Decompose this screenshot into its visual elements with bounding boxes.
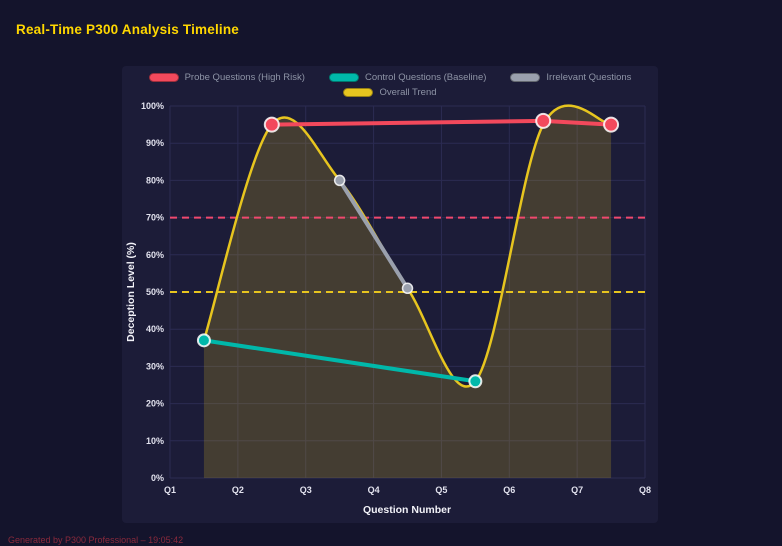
y-tick-label: 20% [146,399,164,409]
data-point[interactable] [401,282,414,295]
legend-label-probe: Probe Questions (High Risk) [184,72,305,83]
x-tick-label: Q1 [164,485,176,495]
x-tick-label: Q6 [503,485,515,495]
legend-swatch-control [328,73,359,82]
data-point[interactable] [196,333,211,348]
x-tick-label: Q3 [300,485,312,495]
y-axis-title: Deception Level (%) [125,242,137,342]
legend-swatch-trend [343,88,374,97]
footer-note: Generated by P300 Professional – 19:05:4… [8,535,184,545]
legend-row-2: Overall Trend [343,87,437,98]
axis-layer: Q1 Q2 Q3 Q4 Q5 Q6 Q7 Q8 0% 10% 20% 30% 40% 50% 60% 70% 8… [141,101,651,495]
y-tick-label: 10% [146,436,164,446]
y-tick-label: 50% [146,287,164,297]
y-tick-label: 60% [146,250,164,260]
series-line-2 [337,178,410,291]
legend-row-1: Probe Questions (High Risk) Control Ques… [148,72,631,83]
legend-label-control: Control Questions (Baseline) [364,72,487,83]
data-point[interactable] [535,112,552,129]
x-tick-label: Q8 [639,485,651,495]
x-tick-label: Q4 [368,485,380,495]
legend-swatch-probe [148,73,179,82]
data-point[interactable] [333,174,346,187]
y-tick-label: 30% [146,361,164,371]
x-tick-label: Q2 [232,485,244,495]
y-tick-label: 100% [141,101,164,111]
series-line-1 [201,338,478,384]
x-tick-label: Q5 [435,485,447,495]
chart-legend: Probe Questions (High Risk) Control Ques… [122,72,658,98]
legend-item-probe[interactable]: Probe Questions (High Risk) [148,72,305,83]
chart-panel: Probe Questions (High Risk) Control Ques… [122,66,658,523]
legend-item-trend[interactable]: Overall Trend [343,87,437,98]
data-point[interactable] [468,374,483,389]
x-tick-label: Q7 [571,485,583,495]
marker-layer [196,112,620,389]
x-axis-title: Question Number [363,504,451,516]
legend-label-trend: Overall Trend [379,87,437,98]
legend-item-irrelevant[interactable]: Irrelevant Questions [510,72,631,83]
data-point[interactable] [263,116,280,133]
page-title: Real-Time P300 Analysis Timeline [16,22,240,37]
data-point[interactable] [603,116,620,133]
y-tick-label: 40% [146,324,164,334]
y-tick-label: 90% [146,138,164,148]
p300-chart[interactable]: Q1 Q2 Q3 Q4 Q5 Q6 Q7 Q8 0% 10% 20% 30% 40% 50% 60% 70% 8… [122,66,658,523]
y-tick-label: 80% [146,175,164,185]
legend-swatch-irrelevant [510,73,541,82]
legend-item-control[interactable]: Control Questions (Baseline) [328,72,487,83]
y-tick-label: 0% [151,473,164,483]
y-tick-label: 70% [146,213,164,223]
legend-label-irrelevant: Irrelevant Questions [546,72,632,83]
